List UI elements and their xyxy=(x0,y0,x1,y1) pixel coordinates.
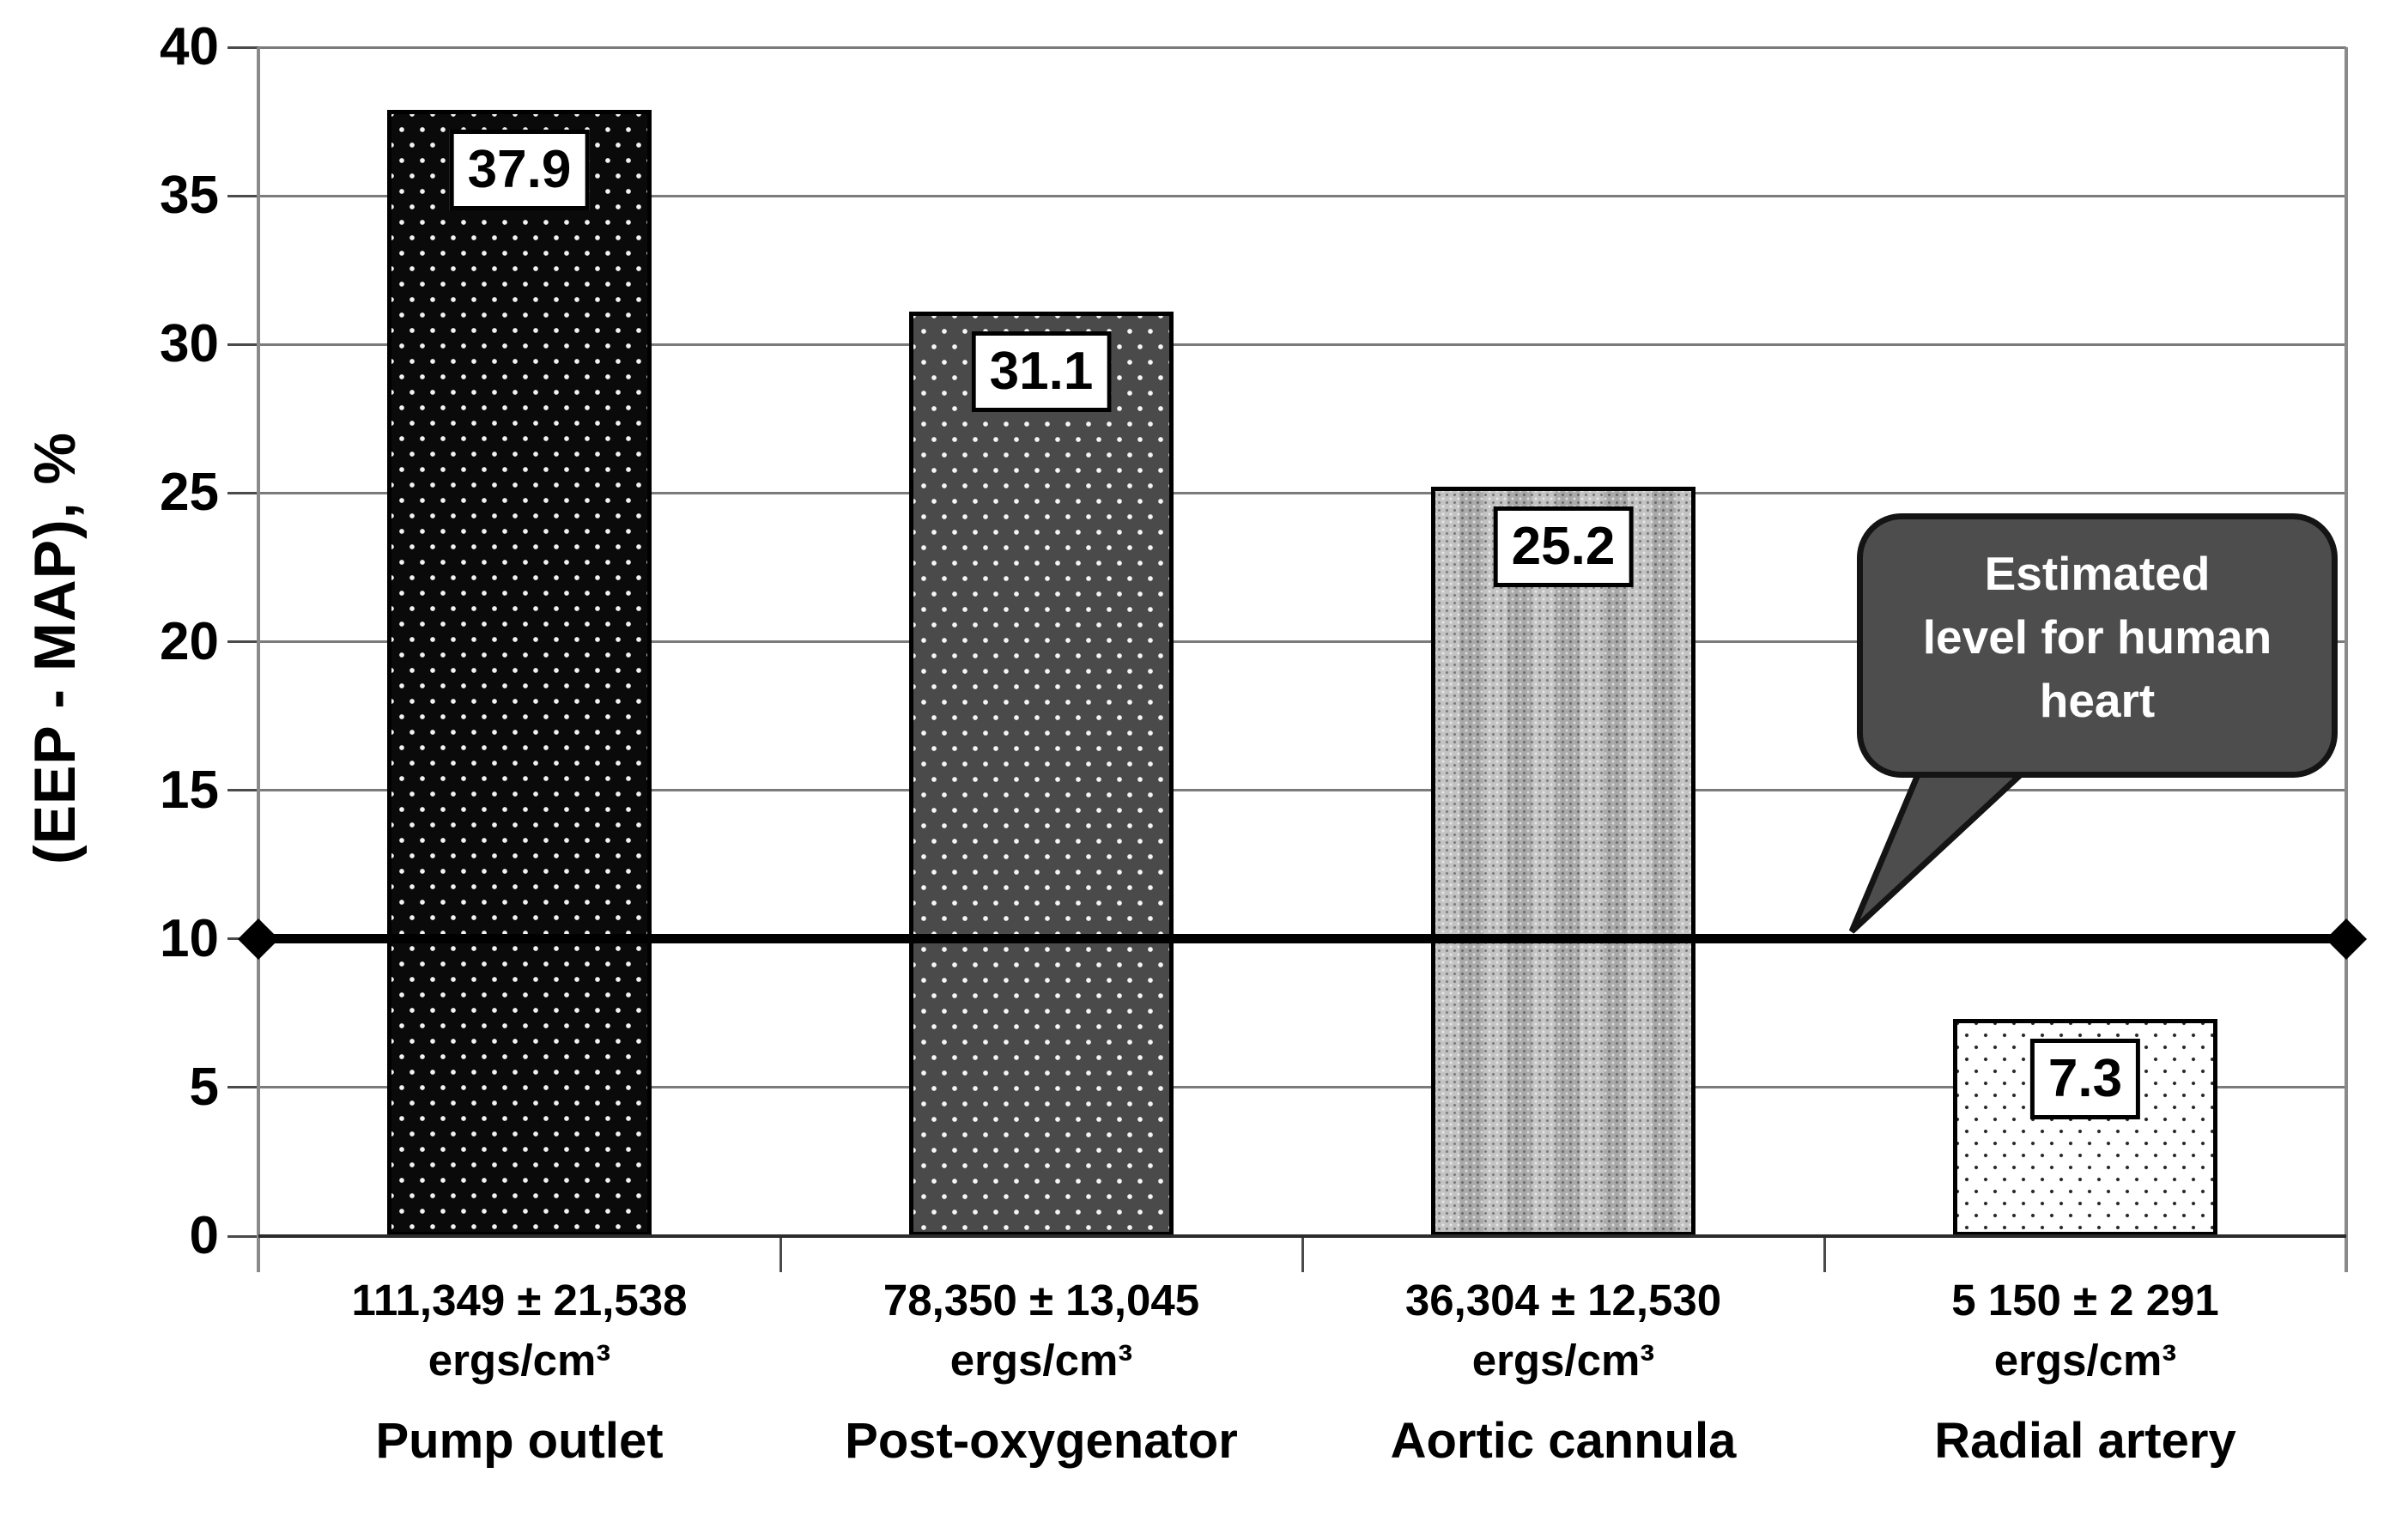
y-tick-label-10: 10 xyxy=(160,908,219,968)
y-tick-label-15: 15 xyxy=(160,760,219,820)
y-tick-label-40: 40 xyxy=(160,17,219,76)
bar-value-label: 37.9 xyxy=(449,129,590,210)
y-axis-tick-35 xyxy=(227,194,258,197)
y-axis-tick-40 xyxy=(227,45,258,49)
x-label-pump-outlet: 111,349 ± 21,538 ergs/cm³ Pump outlet xyxy=(258,1270,780,1471)
bar-value-label: 25.2 xyxy=(1493,506,1634,588)
gridline-y-35 xyxy=(258,194,2346,197)
bar-value-label: 31.1 xyxy=(971,331,1112,413)
x-label-category-name: Aortic cannula xyxy=(1390,1413,1737,1469)
x-axis-tick-1 xyxy=(779,1236,782,1272)
y-axis-tick-0 xyxy=(227,1234,258,1238)
x-label-category-name: Post-oxygenator xyxy=(845,1413,1238,1469)
y-tick-label-0: 0 xyxy=(189,1206,219,1265)
x-label-post-oxygenator: 78,350 ± 13,045 ergs/cm³ Post-oxygenator xyxy=(780,1270,1302,1471)
reference-line-human-heart xyxy=(258,934,2346,944)
bar-post-oxygenator: 31.1 xyxy=(909,312,1174,1236)
bar-radial-artery: 7.3 xyxy=(1953,1019,2217,1236)
gridline-y-5 xyxy=(258,1086,2346,1089)
y-tick-label-20: 20 xyxy=(160,611,219,671)
y-axis-tick-5 xyxy=(227,1086,258,1089)
gridline-y-15 xyxy=(258,789,2346,792)
y-axis-tick-25 xyxy=(227,491,258,494)
y-axis-tick-20 xyxy=(227,640,258,643)
x-label-energy-value: 111,349 ± 21,538 xyxy=(351,1276,688,1325)
x-label-category-name: Radial artery xyxy=(1934,1413,2236,1469)
x-label-aortic-cannula: 36,304 ± 12,530 ergs/cm³ Aortic cannula xyxy=(1302,1270,1824,1471)
x-axis-tick-3 xyxy=(1823,1236,1826,1272)
callout-tail xyxy=(1848,763,2037,934)
x-label-energy-value: 78,350 ± 13,045 xyxy=(883,1276,1200,1325)
y-tick-label-30: 30 xyxy=(160,314,219,374)
x-label-unit: ergs/cm³ xyxy=(1993,1336,2177,1385)
gridline-y-40 xyxy=(258,45,2346,49)
callout-line-3: heart xyxy=(2039,674,2156,727)
gridline-y-30 xyxy=(258,343,2346,346)
y-axis-tick-30 xyxy=(227,343,258,346)
x-label-unit: ergs/cm³ xyxy=(949,1336,1133,1385)
bar-value-label: 7.3 xyxy=(2029,1039,2141,1120)
reference-line-right-diamond xyxy=(2325,918,2368,960)
bar-aortic-cannula: 25.2 xyxy=(1431,487,1695,1236)
gridline-y-20 xyxy=(258,640,2346,643)
x-axis-tick-2 xyxy=(1301,1236,1304,1272)
x-label-energy-value: 5 150 ± 2 291 xyxy=(1951,1276,2219,1325)
y-tick-label-35: 35 xyxy=(160,166,219,226)
bar-pump-outlet: 37.9 xyxy=(387,109,652,1236)
y-axis-line xyxy=(257,47,260,1272)
plot-right-border xyxy=(2345,47,2348,1272)
reference-line-left-diamond xyxy=(237,918,280,960)
x-label-radial-artery: 5 150 ± 2 291 ergs/cm³ Radial artery xyxy=(1824,1270,2346,1471)
y-tick-label-5: 5 xyxy=(189,1057,219,1117)
x-label-unit: ergs/cm³ xyxy=(428,1336,611,1385)
x-label-category-name: Pump outlet xyxy=(375,1413,664,1469)
y-axis-tick-15 xyxy=(227,789,258,792)
x-label-energy-value: 36,304 ± 12,530 xyxy=(1404,1276,1722,1325)
x-label-unit: ergs/cm³ xyxy=(1471,1336,1655,1385)
callout-bubble-estimated-level: Estimated level for human heart xyxy=(1857,513,2338,778)
callout-line-2: level for human xyxy=(1922,610,2272,664)
gridline-y-25 xyxy=(258,491,2346,494)
x-axis-line xyxy=(258,1234,2346,1238)
y-tick-label-25: 25 xyxy=(160,463,219,523)
callout-line-1: Estimated xyxy=(1984,547,2211,600)
